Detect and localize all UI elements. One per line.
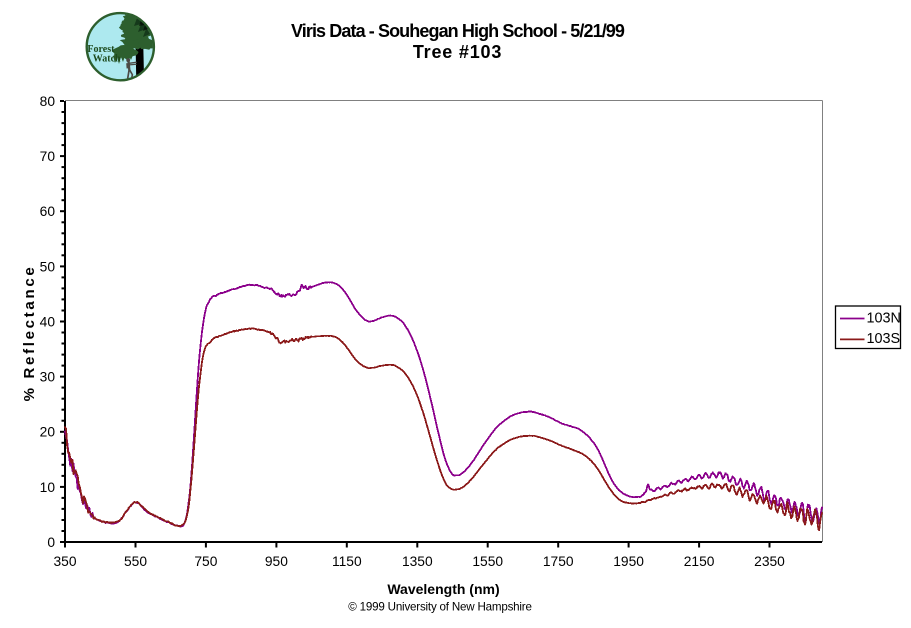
svg-text:© 1999 University of New Hamps: © 1999 University of New Hampshire [348,601,531,614]
svg-text:20: 20 [40,425,56,440]
svg-text:103N: 103N [867,310,901,326]
svg-text:750: 750 [194,554,217,569]
svg-text:10: 10 [40,480,56,495]
svg-text:1750: 1750 [543,554,574,569]
svg-text:1150: 1150 [332,554,362,569]
svg-text:1350: 1350 [402,554,433,569]
svg-text:70: 70 [40,149,56,164]
svg-text:80: 80 [40,94,56,109]
svg-text:Viris Data - Souhegan High Sch: Viris Data - Souhegan High School - 5/21… [291,21,625,41]
svg-text:Watch: Watch [93,54,121,65]
svg-text:1550: 1550 [472,554,503,569]
svg-text:103S: 103S [867,331,901,347]
svg-text:60: 60 [40,204,56,219]
svg-text:0: 0 [47,535,55,550]
svg-text:40: 40 [40,314,56,329]
svg-text:950: 950 [265,554,288,569]
svg-text:2350: 2350 [754,554,785,569]
svg-text:50: 50 [40,259,56,274]
svg-text:30: 30 [40,370,56,385]
svg-text:% Reflectance: % Reflectance [21,265,38,402]
svg-text:2150: 2150 [684,554,715,569]
svg-text:Forest: Forest [87,44,115,55]
svg-text:350: 350 [53,554,76,569]
svg-text:1950: 1950 [613,554,644,569]
svg-text:550: 550 [124,554,147,569]
svg-text:Wavelength (nm): Wavelength (nm) [387,581,499,597]
svg-text:Tree #103: Tree #103 [413,42,502,62]
